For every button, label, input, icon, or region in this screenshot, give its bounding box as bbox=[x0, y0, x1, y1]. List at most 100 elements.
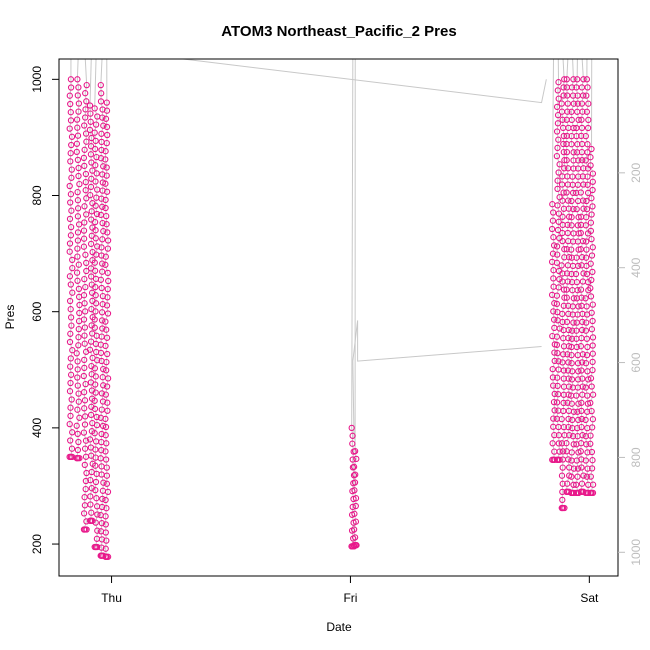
data-point bbox=[69, 347, 76, 354]
data-point bbox=[587, 154, 594, 161]
data-point bbox=[575, 157, 582, 164]
data-point bbox=[564, 399, 571, 406]
data-point bbox=[570, 205, 577, 213]
profile-line bbox=[556, 58, 561, 460]
data-point bbox=[102, 415, 109, 423]
data-point bbox=[81, 445, 89, 452]
data-point bbox=[92, 137, 99, 145]
y-axis: 200 400 600 800 1000 bbox=[30, 66, 60, 554]
data-point bbox=[550, 308, 557, 315]
data-point bbox=[582, 457, 589, 464]
data-point bbox=[578, 132, 585, 140]
data-point bbox=[91, 218, 99, 226]
data-point bbox=[91, 365, 99, 372]
data-point bbox=[102, 423, 110, 431]
data-point bbox=[554, 251, 561, 258]
data-point bbox=[564, 197, 572, 204]
data-point bbox=[81, 405, 88, 412]
data-point bbox=[561, 294, 568, 301]
data-point bbox=[587, 227, 595, 235]
data-point bbox=[81, 219, 88, 226]
data-point bbox=[92, 235, 99, 242]
data-point bbox=[587, 293, 595, 300]
data-point bbox=[98, 195, 105, 202]
data-point bbox=[102, 253, 109, 260]
data-point bbox=[88, 134, 95, 142]
data-point bbox=[348, 424, 355, 432]
data-point bbox=[565, 326, 572, 334]
data-point bbox=[67, 437, 74, 444]
data-point bbox=[67, 379, 74, 387]
data-point bbox=[589, 424, 596, 431]
data-point bbox=[92, 519, 99, 526]
data-point bbox=[81, 324, 89, 331]
data-point bbox=[584, 181, 591, 188]
data-point bbox=[588, 252, 596, 259]
profile-line bbox=[69, 58, 73, 457]
profile-line bbox=[94, 58, 98, 548]
data-point bbox=[588, 326, 596, 333]
data-point bbox=[100, 122, 107, 129]
data-point bbox=[577, 229, 584, 237]
data-point bbox=[87, 183, 95, 191]
data-point bbox=[554, 111, 562, 119]
data-point bbox=[553, 103, 561, 111]
data-point bbox=[550, 242, 558, 249]
data-point bbox=[93, 413, 100, 421]
data-point bbox=[92, 381, 99, 388]
data-point bbox=[587, 219, 595, 226]
data-point bbox=[81, 122, 88, 129]
x-axis-label: Date bbox=[326, 620, 352, 634]
data-point bbox=[83, 138, 90, 145]
data-point bbox=[556, 448, 563, 455]
data-point bbox=[578, 359, 586, 366]
data-point bbox=[554, 226, 562, 234]
data-point bbox=[87, 338, 95, 345]
data-point bbox=[578, 124, 586, 132]
data-point bbox=[570, 76, 577, 83]
data-point bbox=[86, 102, 94, 109]
data-point bbox=[577, 286, 585, 293]
data-point bbox=[67, 281, 74, 288]
data-point bbox=[582, 254, 590, 261]
data-point bbox=[550, 234, 557, 241]
data-point bbox=[559, 496, 566, 504]
data-point bbox=[573, 343, 580, 351]
data-point bbox=[563, 294, 570, 301]
data-point bbox=[559, 270, 566, 277]
data-point bbox=[551, 300, 558, 307]
data-point bbox=[549, 217, 557, 224]
data-point bbox=[100, 163, 107, 170]
data-point bbox=[588, 465, 596, 472]
data-point bbox=[80, 235, 88, 242]
secondary-y-axis: 200 400 600 800 1000 bbox=[618, 163, 643, 566]
data-point bbox=[578, 367, 585, 374]
data-point bbox=[574, 100, 581, 107]
data-point bbox=[91, 430, 98, 437]
data-point bbox=[565, 254, 573, 261]
data-point bbox=[582, 222, 589, 229]
data-point bbox=[568, 400, 575, 407]
profile-lines-layer bbox=[69, 58, 594, 557]
data-point bbox=[555, 218, 562, 225]
data-point bbox=[574, 222, 581, 229]
data-point bbox=[550, 316, 558, 323]
data-point bbox=[570, 100, 577, 107]
data-point bbox=[87, 151, 95, 158]
data-point bbox=[103, 99, 110, 106]
data-point bbox=[352, 518, 360, 525]
data-point bbox=[568, 214, 575, 221]
data-point bbox=[564, 100, 571, 107]
data-point bbox=[549, 250, 557, 257]
data-point bbox=[104, 229, 111, 236]
data-point bbox=[558, 181, 566, 188]
data-point bbox=[75, 334, 82, 341]
data-point bbox=[98, 390, 106, 397]
profile-line bbox=[100, 58, 104, 556]
data-point bbox=[589, 301, 596, 308]
data-point bbox=[88, 273, 95, 280]
data-point bbox=[66, 92, 73, 99]
data-point bbox=[80, 429, 88, 436]
data-point bbox=[67, 355, 74, 362]
